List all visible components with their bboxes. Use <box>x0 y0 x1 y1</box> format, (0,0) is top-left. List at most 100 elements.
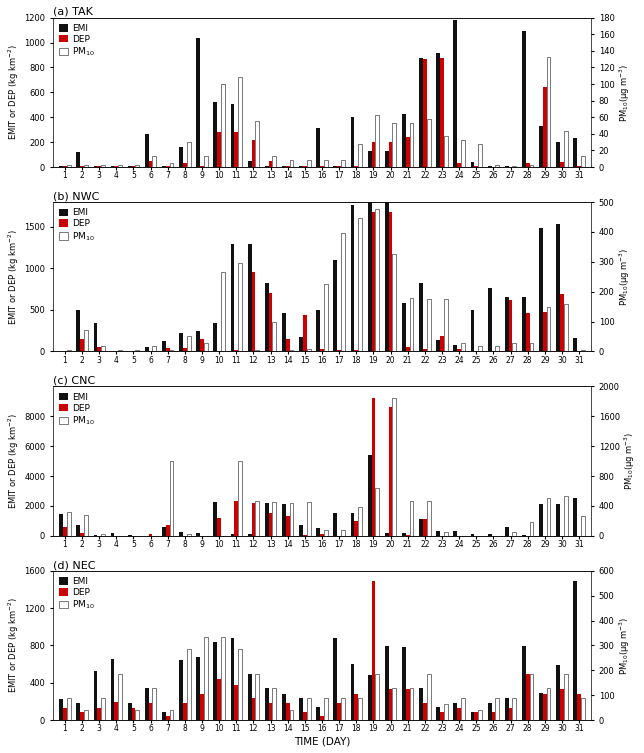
Bar <box>77 152 80 167</box>
Bar <box>334 638 337 720</box>
Bar <box>316 310 320 352</box>
Bar <box>461 139 465 167</box>
Bar <box>77 310 80 352</box>
Bar <box>217 679 221 720</box>
Bar <box>118 350 122 352</box>
Bar <box>440 712 444 720</box>
Bar <box>320 716 324 720</box>
Bar <box>286 339 290 352</box>
Bar <box>423 59 427 167</box>
Bar <box>131 708 135 720</box>
Bar <box>221 637 225 720</box>
Bar <box>299 337 303 352</box>
Bar <box>196 331 200 352</box>
Bar <box>118 674 122 720</box>
Bar <box>444 532 448 535</box>
Bar <box>97 708 101 720</box>
Bar <box>183 703 187 720</box>
Bar <box>410 123 413 167</box>
Bar <box>269 703 272 720</box>
Bar <box>179 147 183 167</box>
Bar <box>547 56 551 167</box>
Bar <box>402 648 406 720</box>
Bar <box>350 664 354 720</box>
Bar <box>522 31 526 167</box>
Bar <box>111 660 115 720</box>
Bar <box>84 710 88 720</box>
Bar <box>162 527 166 535</box>
Bar <box>166 526 169 535</box>
Bar <box>577 351 581 352</box>
Bar <box>389 142 392 167</box>
Bar <box>214 102 217 167</box>
Bar <box>505 297 509 352</box>
Bar <box>179 333 183 352</box>
Bar <box>80 339 84 352</box>
Bar <box>375 674 379 720</box>
Bar <box>252 698 255 720</box>
Bar <box>522 646 526 720</box>
Bar <box>231 534 234 535</box>
Bar <box>368 151 372 167</box>
Bar <box>320 349 324 352</box>
Bar <box>495 165 499 167</box>
Bar <box>423 703 427 720</box>
Bar <box>526 163 529 167</box>
Bar <box>341 698 345 720</box>
Bar <box>286 516 290 535</box>
Bar <box>419 57 423 167</box>
Bar <box>471 310 475 352</box>
Bar <box>307 349 310 352</box>
Bar <box>337 349 341 352</box>
Bar <box>238 461 242 535</box>
Bar <box>573 338 577 352</box>
Bar <box>491 712 495 720</box>
Bar <box>316 707 320 720</box>
Bar <box>577 694 581 720</box>
Bar <box>200 339 204 352</box>
Bar <box>437 340 440 352</box>
Bar <box>265 503 269 535</box>
Bar <box>231 104 234 167</box>
Bar <box>457 349 461 352</box>
Bar <box>149 703 153 720</box>
Bar <box>101 534 105 535</box>
Bar <box>67 350 71 352</box>
Bar <box>471 162 475 167</box>
Bar <box>162 712 166 720</box>
Bar <box>128 703 131 720</box>
Bar <box>437 53 440 167</box>
Bar <box>290 350 294 352</box>
Bar <box>478 346 482 352</box>
Bar <box>255 121 259 167</box>
Bar <box>513 698 516 720</box>
Bar <box>324 530 328 535</box>
Bar <box>368 202 372 352</box>
Bar <box>509 708 513 720</box>
Bar <box>573 498 577 535</box>
Bar <box>255 350 259 352</box>
Bar <box>196 38 200 167</box>
Bar <box>84 515 88 535</box>
Bar <box>375 114 379 167</box>
Bar <box>290 710 294 720</box>
Bar <box>437 707 440 720</box>
Text: (b) NWC: (b) NWC <box>53 191 99 201</box>
Bar <box>350 117 354 167</box>
Bar <box>402 303 406 352</box>
Bar <box>214 323 217 352</box>
Bar <box>169 350 173 352</box>
Bar <box>385 533 389 535</box>
Bar <box>564 131 567 167</box>
Bar <box>272 156 276 167</box>
Bar <box>444 136 448 167</box>
Bar <box>290 160 294 167</box>
Bar <box>385 202 389 352</box>
Bar <box>539 228 543 352</box>
Bar <box>265 688 269 720</box>
Bar <box>221 84 225 167</box>
Bar <box>217 132 221 167</box>
Bar <box>153 346 156 352</box>
Bar <box>234 684 238 720</box>
Bar <box>406 689 410 720</box>
